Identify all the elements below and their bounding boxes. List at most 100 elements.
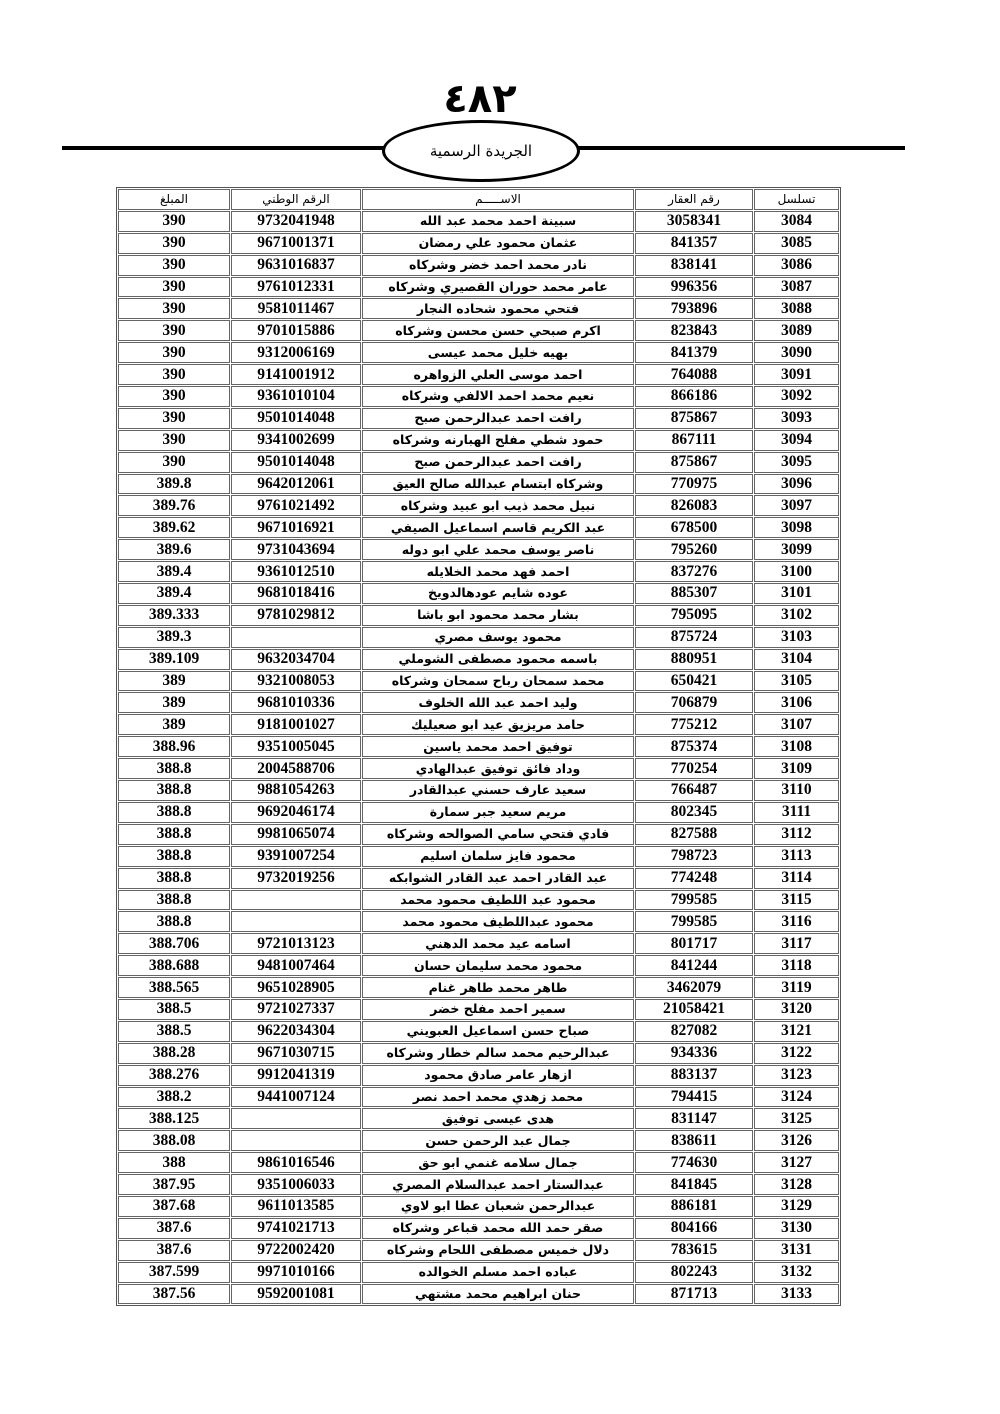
serial-cell: 3110: [754, 780, 839, 801]
property-number-cell: 775212: [635, 714, 753, 736]
property-number-cell: 799585: [635, 911, 753, 933]
name-cell: محمود عبداللطيف محمود محمد: [362, 911, 634, 933]
name-cell: عبدالرحمن شعبان عطا ابو لاوي: [362, 1195, 634, 1217]
name-cell: محمد سمحان رباح سمحان وشركاه: [362, 670, 634, 692]
national-id-cell: 9781029812: [231, 604, 361, 626]
name-cell: محمود يوسف مصري: [362, 626, 634, 648]
table-row: 3123 883137 ازهار عامر صادق محمود 991204131…: [118, 1064, 839, 1086]
table-row: 3103 875724 محمود يوسف مصري 389.3: [118, 626, 839, 648]
national-id-cell: 9312006169: [231, 342, 361, 364]
national-id-cell: 9761021492: [231, 495, 361, 517]
serial-cell: 3085: [754, 232, 839, 254]
col-amount: المبلغ: [118, 189, 230, 210]
national-id-cell: 2004588706: [231, 758, 361, 780]
amount-cell: 388.276: [118, 1064, 230, 1086]
national-id-cell: 9351006033: [231, 1174, 361, 1195]
property-number-cell: 838611: [635, 1130, 753, 1152]
name-cell: فتحي محمود شحاده النجار: [362, 298, 634, 320]
serial-cell: 3123: [754, 1064, 839, 1086]
national-id-cell: 9671030715: [231, 1042, 361, 1064]
serial-cell: 3102: [754, 604, 839, 626]
property-number-cell: 875374: [635, 736, 753, 758]
serial-cell: 3112: [754, 823, 839, 845]
table-row: 3089 823843 اكرم صبحي حسن محسن وشركاه 97010…: [118, 320, 839, 342]
property-number-cell: 886181: [635, 1195, 753, 1217]
national-id-cell: 9761012331: [231, 276, 361, 298]
name-cell: محمود عبد اللطيف محمود محمد: [362, 889, 634, 911]
table-row: 3086 838141 نادر محمد احمد خضر وشركاه 96310…: [118, 254, 839, 276]
property-number-cell: 774630: [635, 1152, 753, 1174]
serial-cell: 3109: [754, 758, 839, 780]
table-header-row: تسلسل رقم العقار الاســـــم الرقم الوطني…: [118, 189, 839, 210]
table-row: 3111 802345 مريم سعيد جبر سمارة 9692046174 3…: [118, 801, 839, 823]
national-id-cell: 9912041319: [231, 1064, 361, 1086]
amount-cell: 388.96: [118, 736, 230, 758]
name-cell: حمود شطي مفلح الهبارنه وشركاه: [362, 429, 634, 451]
property-number-cell: 802243: [635, 1261, 753, 1283]
amount-cell: 390: [118, 320, 230, 342]
property-number-cell: 841845: [635, 1174, 753, 1195]
national-id-cell: 9722002420: [231, 1239, 361, 1261]
amount-cell: 388.8: [118, 780, 230, 801]
property-number-cell: 706879: [635, 692, 753, 714]
national-id-cell: [231, 911, 361, 933]
name-cell: حنان ابراهيم محمد مشتهي: [362, 1283, 634, 1305]
amount-cell: 388.28: [118, 1042, 230, 1064]
amount-cell: 390: [118, 451, 230, 473]
table-row: 3097 826083 نبيل محمد ذيب ابو عبيد وشركاه 9…: [118, 495, 839, 517]
name-cell: دلال خميس مصطفى اللحام وشركاه: [362, 1239, 634, 1261]
name-cell: عبدالستار احمد عبدالسلام المصري: [362, 1174, 634, 1195]
serial-cell: 3116: [754, 911, 839, 933]
serial-cell: 3120: [754, 998, 839, 1020]
serial-cell: 3122: [754, 1042, 839, 1064]
name-cell: بهيه خليل محمد عيسى: [362, 342, 634, 364]
serial-cell: 3100: [754, 561, 839, 583]
publication-oval: الجريدة الرسمية: [382, 120, 580, 182]
property-number-cell: 801717: [635, 933, 753, 955]
property-number-cell: 798723: [635, 845, 753, 867]
serial-cell: 3127: [754, 1152, 839, 1174]
serial-cell: 3104: [754, 648, 839, 670]
table-row: 3110 766487 سعيد عارف حسني عبدالقادر 988105…: [118, 780, 839, 801]
table-row: 3126 838611 جمال عبد الرحمن حسن 388.08: [118, 1130, 839, 1152]
amount-cell: 388.125: [118, 1108, 230, 1130]
serial-cell: 3117: [754, 933, 839, 955]
name-cell: احمد فهد محمد الخلايله: [362, 561, 634, 583]
national-id-cell: 9141001912: [231, 364, 361, 386]
name-cell: وشركاه ابتسام عبدالله صالح العيق: [362, 473, 634, 495]
property-number-cell: 799585: [635, 889, 753, 911]
national-id-cell: 9631016837: [231, 254, 361, 276]
national-id-cell: [231, 1130, 361, 1152]
amount-cell: 388.8: [118, 867, 230, 889]
national-id-cell: 9341002699: [231, 429, 361, 451]
national-id-cell: [231, 626, 361, 648]
table-row: 3096 770975 وشركاه ابتسام عبدالله صالح الع…: [118, 473, 839, 495]
serial-cell: 3113: [754, 845, 839, 867]
property-number-cell: 774248: [635, 867, 753, 889]
table-row: 3088 793896 فتحي محمود شحاده النجار 9581011…: [118, 298, 839, 320]
serial-cell: 3121: [754, 1020, 839, 1042]
table-row: 3090 841379 بهيه خليل محمد عيسى 9312006169 3…: [118, 342, 839, 364]
serial-cell: 3098: [754, 517, 839, 539]
name-cell: اسامه عيد محمد الدهني: [362, 933, 634, 955]
name-cell: عوده شايم عودهالدويخ: [362, 583, 634, 604]
table-row: 3084 3058341 سبينة احمد محمد عبد الله 97320…: [118, 210, 839, 232]
table-row: 3108 875374 توفيق احمد محمد ياسين 935100504…: [118, 736, 839, 758]
serial-cell: 3130: [754, 1217, 839, 1239]
national-id-cell: 9721027337: [231, 998, 361, 1020]
serial-cell: 3099: [754, 539, 839, 561]
property-number-cell: 841357: [635, 232, 753, 254]
records-table: تسلسل رقم العقار الاســـــم الرقم الوطني…: [116, 187, 841, 1307]
national-id-cell: 9441007124: [231, 1086, 361, 1108]
table-row: 3099 795260 ناصر يوسف محمد علي ابو دوله 973…: [118, 539, 839, 561]
amount-cell: 387.56: [118, 1283, 230, 1305]
serial-cell: 3097: [754, 495, 839, 517]
table-row: 3117 801717 اسامه عيد محمد الدهني 972101312…: [118, 933, 839, 955]
serial-cell: 3115: [754, 889, 839, 911]
amount-cell: 388.8: [118, 845, 230, 867]
col-property-number: رقم العقار: [635, 189, 753, 210]
serial-cell: 3096: [754, 473, 839, 495]
property-number-cell: 883137: [635, 1064, 753, 1086]
name-cell: احمد موسى العلي الزواهره: [362, 364, 634, 386]
national-id-cell: 9681018416: [231, 583, 361, 604]
